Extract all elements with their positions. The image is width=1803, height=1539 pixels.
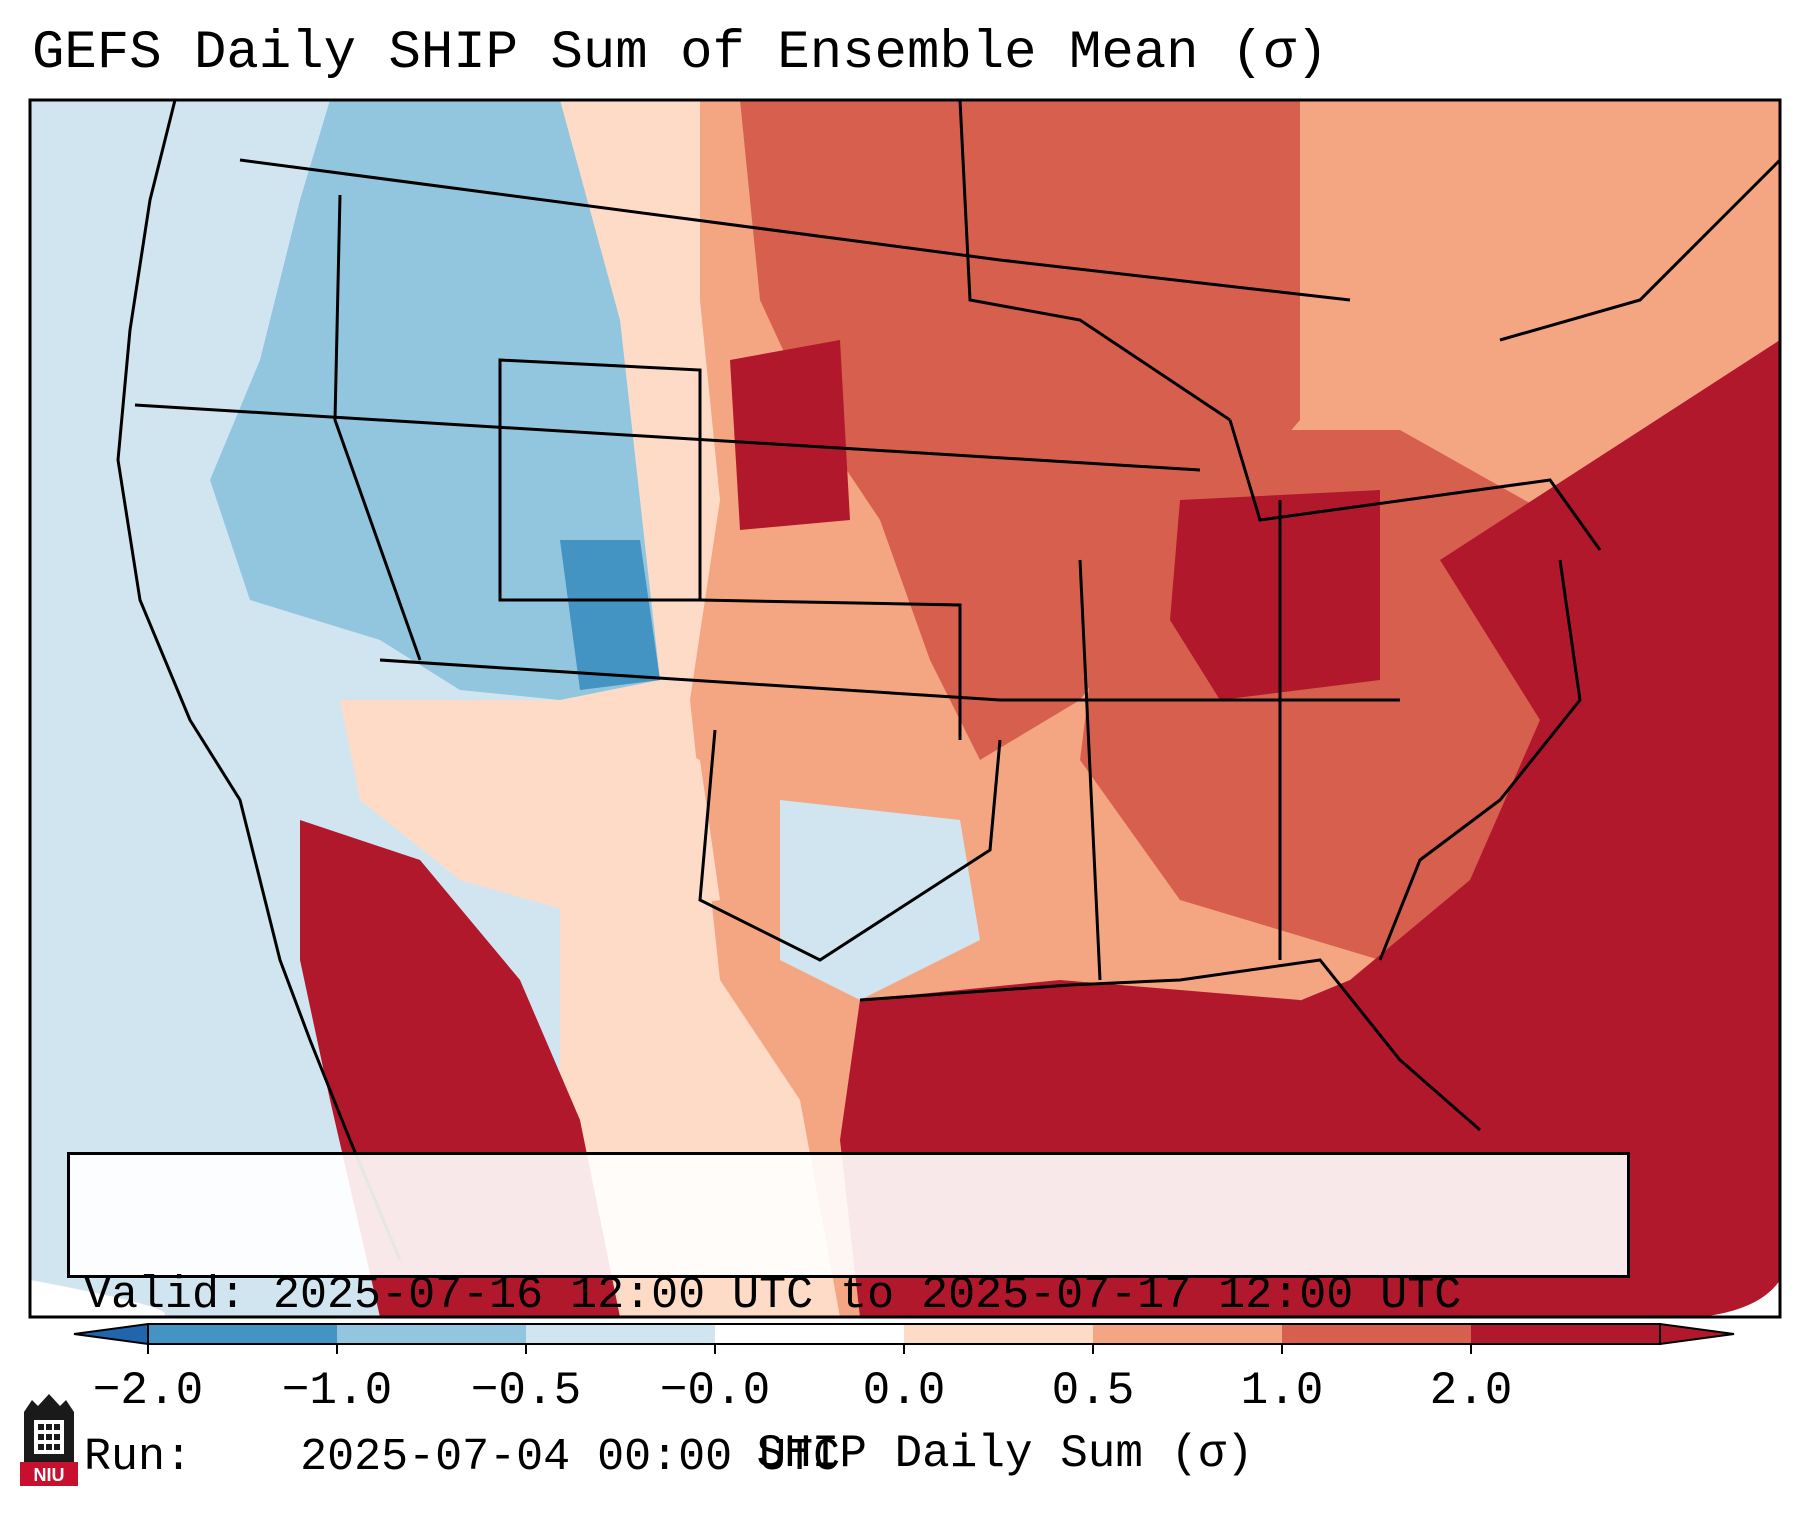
valid-row: Valid: 2025-07-16 12:00 UTC to 2025-07-1… (84, 1269, 1613, 1323)
run-label: Run: (84, 1432, 193, 1483)
anomaly-region-strong-warm (740, 100, 1300, 760)
run-value: 2025-07-04 00:00 UTC (300, 1432, 841, 1483)
colorbar (73, 1322, 1735, 1354)
map-frame (28, 98, 1782, 1319)
colorbar-tick-label: 0.0 (862, 1365, 946, 1417)
colorbar-segment (1282, 1324, 1471, 1344)
colorbar-segment (526, 1324, 715, 1344)
chart-title: GEFS Daily SHIP Sum of Ensemble Mean (σ) (32, 23, 1329, 84)
logo-text: NIU (34, 1465, 65, 1485)
anomaly-region-extreme-warm-midwest (1170, 490, 1380, 700)
valid-run-box: Valid: 2025-07-16 12:00 UTC to 2025-07-1… (67, 1152, 1630, 1483)
anomaly-region-weak-cool-texas (780, 800, 980, 1000)
colorbar-label: SHIP Daily Sum (σ) (756, 1428, 1254, 1480)
colorbar-tick-label: −0.5 (470, 1365, 582, 1417)
colorbar-segment (337, 1324, 526, 1344)
colorbar-tick-label: 2.0 (1429, 1365, 1513, 1417)
map-panel (28, 98, 1782, 1354)
anomaly-region-extreme-warm-plains (730, 340, 850, 530)
colorbar-over-arrow (1659, 1322, 1735, 1346)
projection-edge-right (1700, 1280, 1780, 1317)
colorbar-tick-label: −2.0 (92, 1365, 204, 1417)
colorbar-tick-label: −0.0 (659, 1365, 771, 1417)
university-tower-icon: NIU (20, 1394, 78, 1486)
valid-value: 2025-07-16 12:00 UTC to 2025-07-17 12:00… (273, 1270, 1462, 1321)
colorbar-tick-label: 0.5 (1051, 1365, 1135, 1417)
colorbar-segment (715, 1324, 904, 1344)
colorbar-segment (1471, 1324, 1660, 1344)
colorbar-tick-label: 1.0 (1240, 1365, 1324, 1417)
anomaly-region-cool-rockies (210, 100, 660, 700)
anomaly-region-strong-cool (560, 540, 660, 690)
colorbar-tick-label: −1.0 (281, 1365, 393, 1417)
valid-label: Valid: (84, 1270, 247, 1321)
anomaly-region-weak-warm-southwest (340, 700, 720, 920)
colorbar-segment (904, 1324, 1093, 1344)
projection-edge (30, 1280, 165, 1317)
boundary-lines (116, 100, 1780, 1261)
colorbar-segment (1093, 1324, 1282, 1344)
colorbar-segment (148, 1324, 337, 1344)
run-row: Run: 2025-07-04 00:00 UTC (84, 1431, 1613, 1485)
